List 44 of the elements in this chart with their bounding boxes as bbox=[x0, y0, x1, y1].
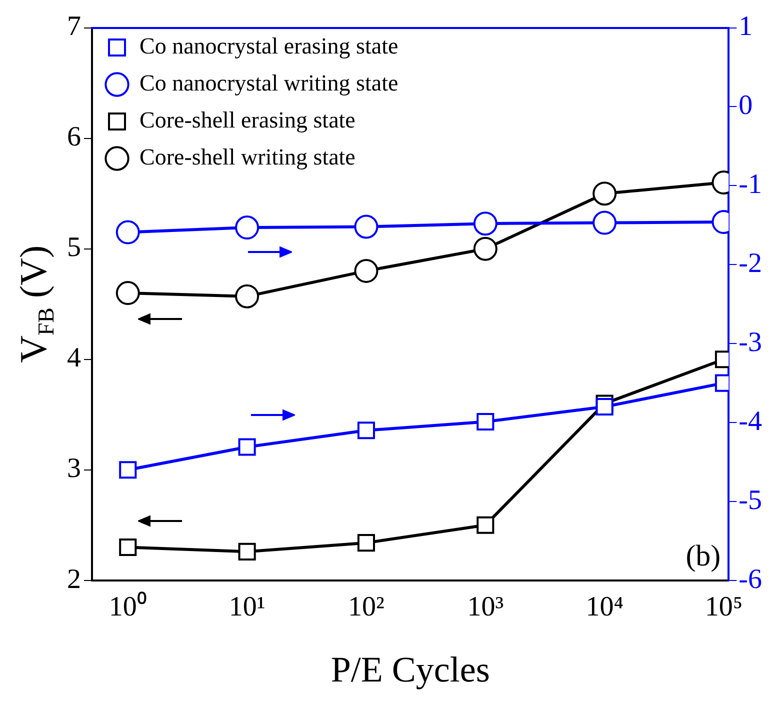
point bbox=[592, 210, 617, 235]
point bbox=[354, 258, 378, 283]
x-axis-title: P/E Cycles bbox=[330, 649, 490, 690]
point bbox=[116, 220, 140, 244]
legend-label: Co nanocrystal erasing state bbox=[140, 34, 398, 59]
y2-tick-label: 0 bbox=[738, 90, 753, 122]
y2-tick-label: -2 bbox=[738, 248, 762, 279]
x-tick-label: 10³ bbox=[467, 592, 504, 623]
point bbox=[235, 284, 260, 308]
y-tick-label: 7 bbox=[67, 11, 81, 42]
x-tick-label: 10² bbox=[348, 592, 384, 623]
y2-tick-label: -4 bbox=[738, 406, 762, 437]
point bbox=[119, 461, 137, 479]
point bbox=[473, 236, 498, 261]
point bbox=[116, 281, 140, 306]
y-tick-label: 2 bbox=[67, 564, 81, 595]
point bbox=[119, 538, 137, 556]
y2-tick-label: -3 bbox=[738, 326, 762, 358]
y-tick-label: 3 bbox=[67, 453, 81, 484]
x-tick-label: 10⁴ bbox=[586, 592, 624, 623]
legend-label: Core-shell writing state bbox=[140, 144, 356, 170]
x-tick-label: 10⁰ bbox=[108, 592, 147, 623]
legend-label: Core-shell erasing state bbox=[140, 108, 356, 133]
y-tick-label: 6 bbox=[67, 122, 81, 153]
point bbox=[357, 422, 375, 440]
point bbox=[235, 216, 260, 240]
point bbox=[354, 214, 378, 239]
y2-tick-label: 1 bbox=[738, 11, 753, 42]
y2-tick-label: -1 bbox=[738, 169, 762, 200]
point bbox=[596, 398, 614, 416]
point bbox=[357, 534, 375, 552]
legend-label: Co nanocrystal writing state bbox=[140, 70, 398, 96]
point bbox=[476, 412, 494, 431]
point bbox=[473, 212, 498, 236]
x-tick-label: 10¹ bbox=[228, 592, 266, 623]
y-tick-label: 5 bbox=[67, 232, 81, 264]
point bbox=[238, 438, 256, 456]
point bbox=[592, 182, 617, 206]
y-axis-title: VFB (V) bbox=[12, 245, 58, 363]
y-tick-label: 4 bbox=[67, 342, 81, 374]
point bbox=[238, 542, 256, 560]
y2-tick-label: -5 bbox=[738, 484, 762, 516]
point bbox=[476, 516, 494, 534]
annotation: (b) bbox=[686, 539, 721, 572]
